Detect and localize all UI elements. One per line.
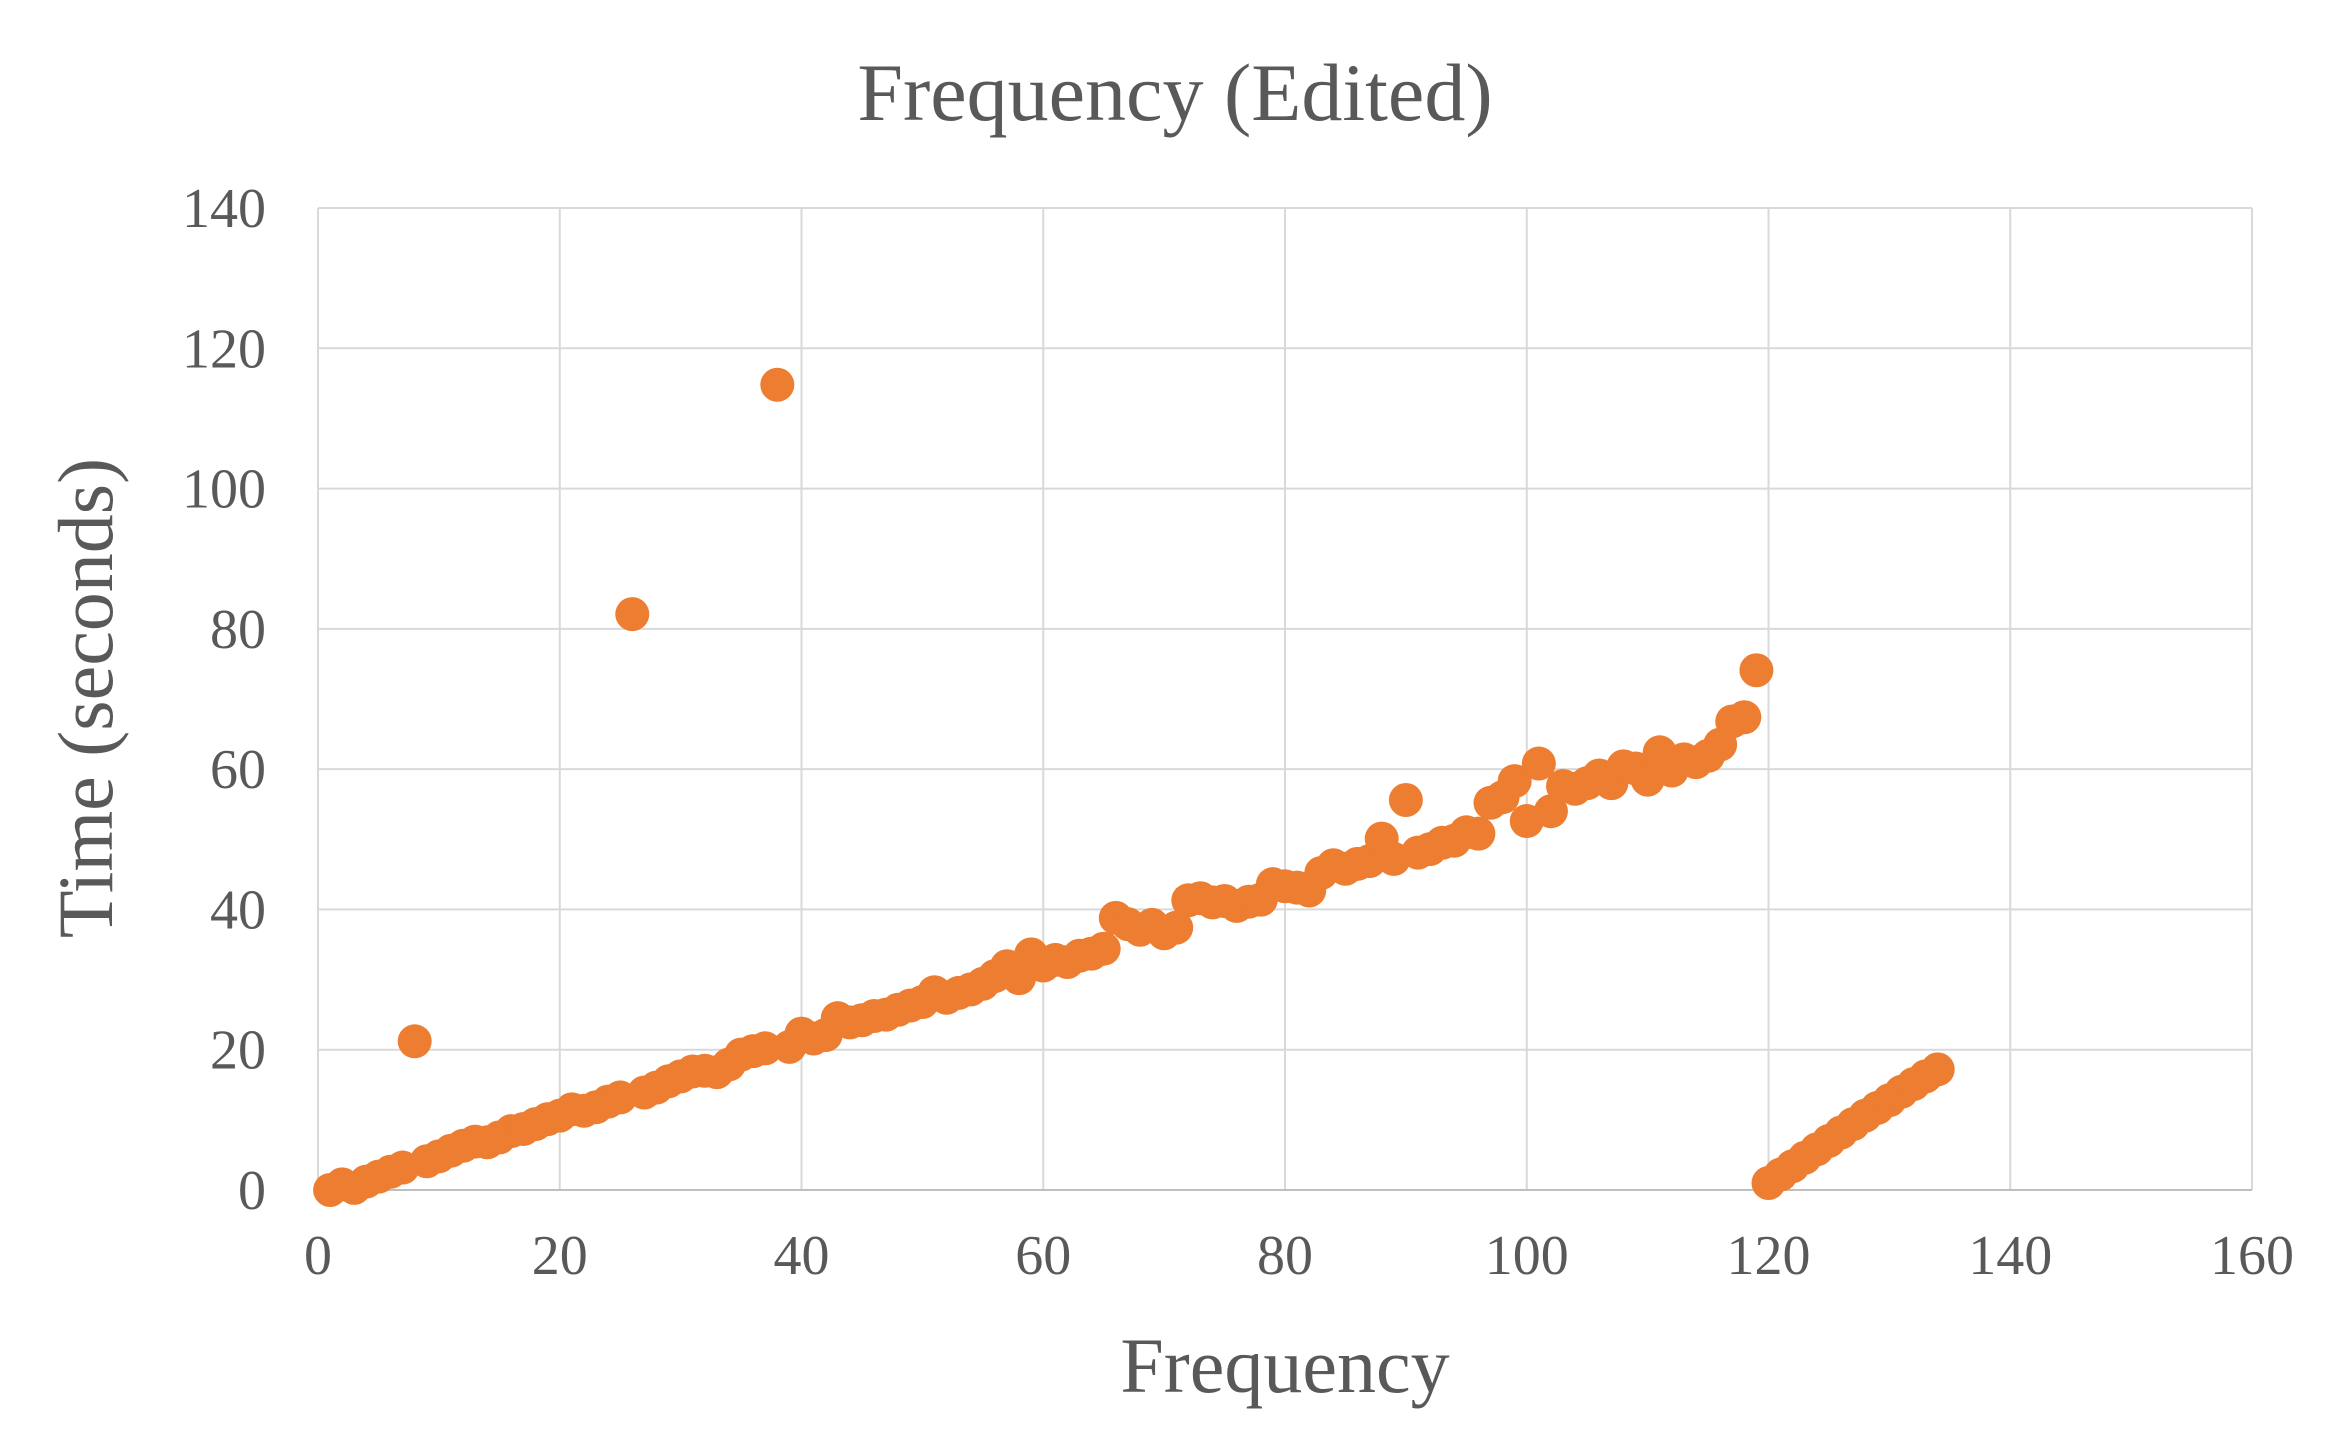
x-tick-label: 0	[304, 1225, 332, 1287]
y-tick-label: 120	[182, 318, 266, 380]
data-point	[1497, 764, 1532, 799]
data-point	[397, 1024, 432, 1059]
data-point	[1920, 1052, 1955, 1087]
x-tick-label: 140	[1968, 1225, 2052, 1287]
x-tick-label: 40	[774, 1225, 830, 1287]
y-axis-title: Time (seconds)	[42, 458, 129, 938]
y-tick-label: 100	[182, 459, 266, 521]
x-tick-label: 80	[1257, 1225, 1313, 1287]
grid-lines	[317, 207, 2253, 1191]
y-tick-label: 20	[210, 1020, 266, 1082]
data-point	[1086, 931, 1121, 966]
data-point	[1521, 746, 1556, 781]
x-axis-title: Frequency	[1120, 1322, 1449, 1409]
x-tick-label: 100	[1485, 1225, 1569, 1287]
data-point	[1533, 794, 1568, 829]
x-tick-label: 160	[2210, 1225, 2294, 1287]
data-point	[1461, 816, 1496, 851]
x-tick-label: 60	[1015, 1225, 1071, 1287]
y-tick-label: 0	[238, 1160, 266, 1222]
data-points	[313, 367, 1955, 1207]
chart-title: Frequency (Edited)	[857, 47, 1492, 138]
tick-labels: 0 20 40 60 80 100 120 140 0 20 40 60 80 100 120 140 160	[182, 178, 2294, 1287]
x-tick-label: 20	[532, 1225, 588, 1287]
y-tick-label: 60	[210, 739, 266, 801]
data-point	[615, 597, 650, 632]
x-tick-label: 120	[1727, 1225, 1811, 1287]
data-point	[1739, 653, 1774, 688]
y-tick-label: 40	[210, 879, 266, 941]
y-tick-label: 140	[182, 178, 266, 240]
y-tick-label: 80	[210, 599, 266, 661]
data-point	[760, 367, 795, 402]
data-point	[1727, 700, 1762, 735]
data-point	[1388, 783, 1423, 818]
data-point	[1159, 910, 1194, 945]
data-point	[748, 1031, 783, 1066]
